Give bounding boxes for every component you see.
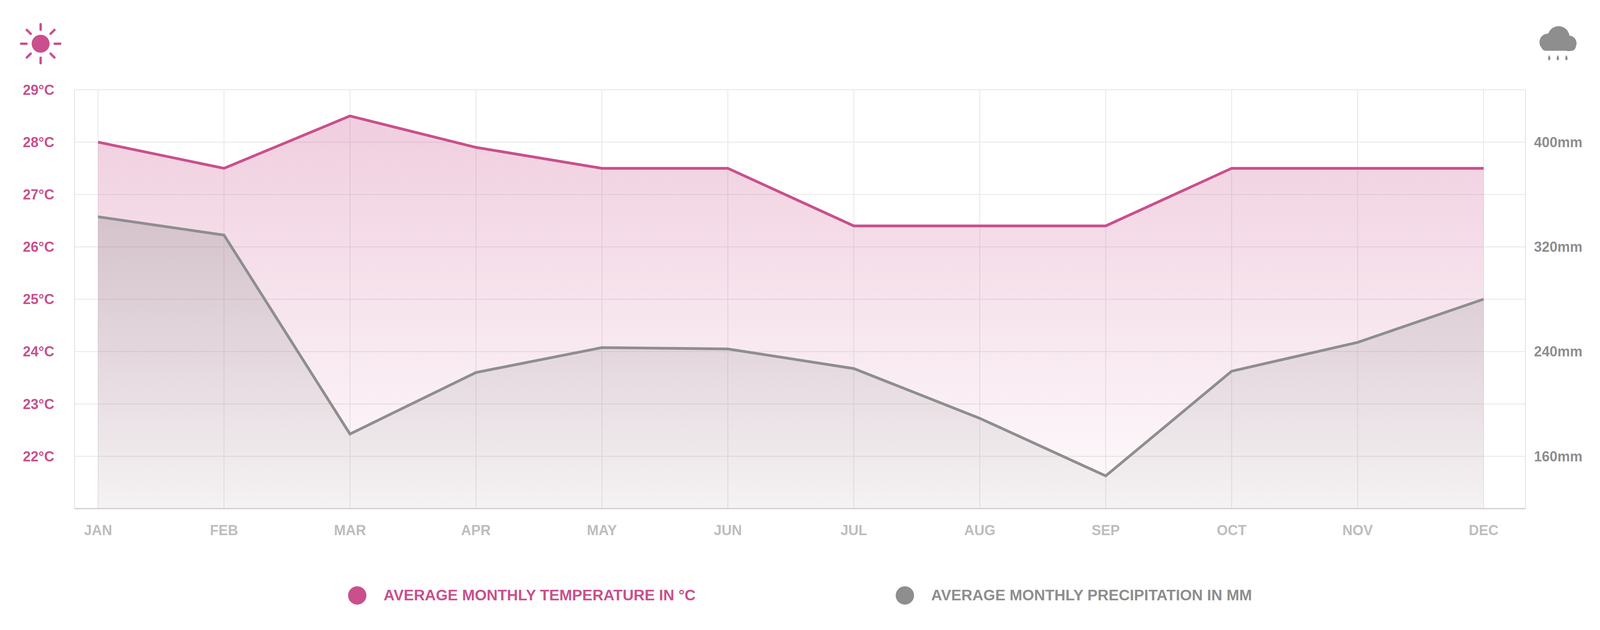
svg-text:DEC: DEC xyxy=(1468,522,1499,539)
html-text:AVERAGE MONTHLY PRECIPITATION: AVERAGE MONTHLY PRECIPITATION IN MM xyxy=(931,587,1252,604)
svg-text:400mm: 400mm xyxy=(1533,134,1583,151)
svg-text:JUL: JUL xyxy=(840,522,868,539)
svg-text:MAY: MAY xyxy=(586,522,617,539)
svg-text:320mm: 320mm xyxy=(1533,239,1583,256)
svg-text:MAR: MAR xyxy=(333,522,367,539)
svg-text:29°C: 29°C xyxy=(23,82,55,99)
svg-text:27°C: 27°C xyxy=(23,186,55,203)
svg-text:SEP: SEP xyxy=(1091,522,1120,539)
svg-text:160mm: 160mm xyxy=(1533,448,1583,465)
svg-text:NOV: NOV xyxy=(1342,522,1374,539)
svg-text:22°C: 22°C xyxy=(23,448,55,465)
svg-text:25°C: 25°C xyxy=(23,291,55,308)
svg-text:JAN: JAN xyxy=(83,522,113,539)
svg-text:APR: APR xyxy=(460,522,491,539)
html-text:AVERAGE MONTHLY TEMPERATURE IN: AVERAGE MONTHLY TEMPERATURE IN °C xyxy=(383,587,696,604)
svg-text:23°C: 23°C xyxy=(23,396,55,413)
svg-text:28°C: 28°C xyxy=(23,134,55,151)
svg-text:240mm: 240mm xyxy=(1533,343,1583,360)
svg-text:FEB: FEB xyxy=(209,522,238,539)
svg-text:JUN: JUN xyxy=(713,522,742,539)
svg-text:AUG: AUG xyxy=(964,522,996,539)
svg-text:24°C: 24°C xyxy=(23,343,55,360)
svg-text:26°C: 26°C xyxy=(23,239,55,256)
svg-text:OCT: OCT xyxy=(1216,522,1247,539)
